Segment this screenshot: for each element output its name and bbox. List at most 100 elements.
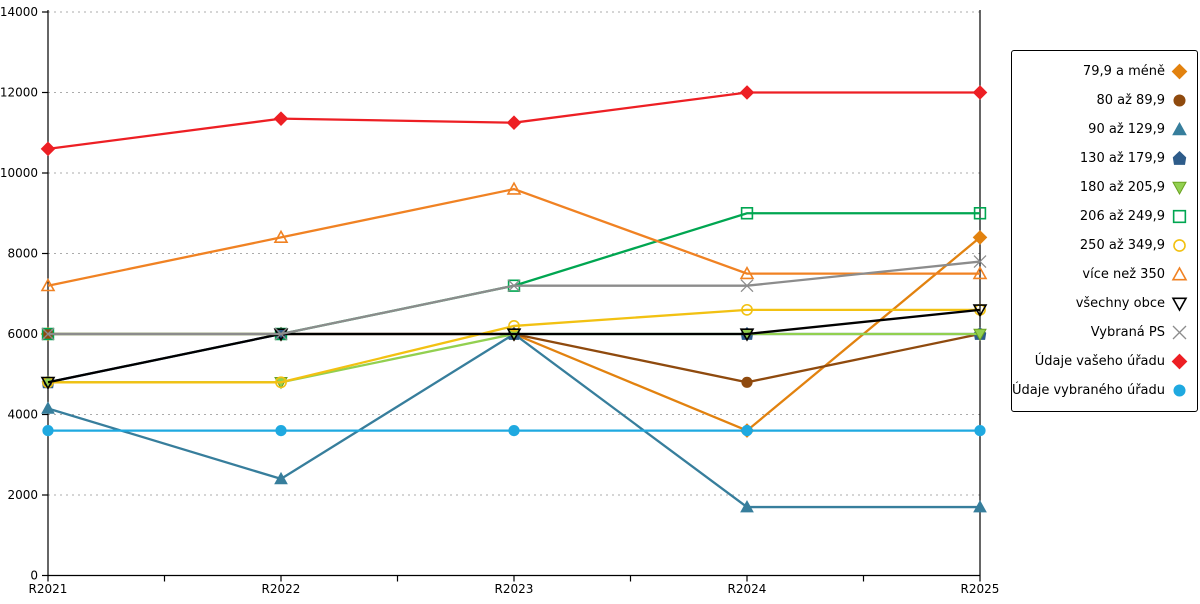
- triangle-down-marker-icon: [1171, 297, 1188, 312]
- series-9: [41, 255, 987, 341]
- triangle-up-marker-icon: [273, 229, 289, 243]
- legend-item: všechny obce: [1021, 295, 1188, 312]
- y-axis-tick-label: 12000: [0, 86, 38, 100]
- y-axis-tick-label: 8000: [7, 247, 38, 261]
- series-line: [48, 308, 980, 384]
- legend-item-label: 180 až 205,9: [1079, 180, 1165, 195]
- circle-marker-icon: [1173, 94, 1186, 107]
- series-4: [41, 328, 987, 390]
- square-marker-icon: [1172, 209, 1187, 224]
- legend-item-label: 130 až 179,9: [1079, 151, 1165, 166]
- series-6: [42, 303, 986, 389]
- legend-marker: [1172, 325, 1187, 340]
- legend-item: 130 až 179,9: [1021, 150, 1188, 167]
- circle-marker-icon: [741, 303, 753, 316]
- series-11: [42, 425, 986, 437]
- legend-marker: [1173, 384, 1186, 397]
- series-line: [48, 260, 981, 336]
- circle-marker-icon: [1173, 239, 1186, 252]
- legend-item: Údaje vašeho úřadu: [1021, 353, 1188, 370]
- series-10: [40, 85, 988, 157]
- diamond-marker-icon: [506, 115, 522, 130]
- triangle-down-marker-icon: [739, 328, 755, 342]
- series-7: [40, 181, 988, 292]
- x-axis-tick-label: R2024: [728, 582, 767, 596]
- y-axis-tick-label: 10000: [0, 166, 38, 180]
- circle-marker-icon: [275, 425, 287, 437]
- legend-item-label: Údaje vybraného úřadu: [1011, 383, 1165, 398]
- y-axis-tick-label: 0: [30, 569, 38, 583]
- diamond-marker-icon: [739, 85, 755, 100]
- triangle-down-marker-icon: [506, 328, 522, 342]
- legend-item: více než 350: [1021, 266, 1188, 283]
- legend-marker: [1172, 181, 1187, 196]
- legend-item-label: 90 až 129,9: [1088, 122, 1165, 137]
- legend-marker: [1173, 94, 1186, 107]
- circle-marker-icon: [741, 425, 753, 437]
- x-axis-tick-label: R2022: [262, 582, 301, 596]
- x-marker-icon: [740, 279, 754, 293]
- triangle-up-marker-icon: [972, 265, 988, 280]
- legend-item-label: všechny obce: [1075, 296, 1165, 311]
- series-8: [40, 304, 988, 390]
- triangle-down-marker-icon: [1172, 181, 1187, 196]
- legend-box: 79,9 a méně 80 až 89,9 90 až 129,9 130 až 1…: [1011, 50, 1198, 412]
- triangle-up-marker-icon: [739, 265, 755, 280]
- legend-item-label: 206 až 249,9: [1079, 209, 1165, 224]
- legend-marker: [1172, 121, 1187, 136]
- legend-item: 79,9 a méně: [1021, 63, 1188, 80]
- legend-item: 80 až 89,9: [1021, 92, 1188, 109]
- y-axis-tick-label: 2000: [7, 488, 38, 502]
- diamond-marker-icon: [273, 111, 289, 126]
- x-axis-tick-label: R2023: [495, 582, 534, 596]
- legend-item: Údaje vybraného úřadu: [1012, 382, 1188, 399]
- x-marker-icon: [973, 255, 987, 269]
- legend-item-label: Vybraná PS: [1090, 325, 1165, 340]
- circle-marker-icon: [741, 376, 753, 388]
- y-axis-tick-label: 6000: [7, 327, 38, 341]
- legend-item: 90 až 129,9: [1021, 121, 1188, 138]
- triangle-up-marker-icon: [274, 471, 288, 485]
- x-marker-icon: [507, 279, 521, 293]
- circle-marker-icon: [1173, 384, 1186, 397]
- circle-marker-icon: [974, 425, 986, 437]
- series-2: [41, 326, 987, 513]
- circle-marker-icon: [42, 425, 54, 437]
- triangle-down-marker-icon: [972, 304, 988, 318]
- diamond-marker-icon: [1171, 353, 1188, 370]
- diamond-marker-icon: [972, 230, 988, 245]
- circle-marker-icon: [275, 376, 287, 389]
- legend-marker: [1172, 209, 1187, 224]
- triangle-down-marker-icon: [973, 328, 987, 342]
- square-marker-icon: [973, 207, 987, 220]
- diamond-marker-icon: [1171, 63, 1188, 80]
- triangle-up-marker-icon: [506, 181, 522, 195]
- x-marker-icon: [41, 327, 55, 341]
- y-axis-tick-label: 4000: [7, 408, 38, 422]
- legend-marker: [1171, 353, 1188, 370]
- legend-item: Vybraná PS: [1021, 324, 1188, 341]
- series-line: [47, 187, 980, 287]
- x-marker-icon: [274, 327, 288, 341]
- legend-item-label: Údaje vašeho úřadu: [1034, 354, 1165, 369]
- series-line: [47, 332, 980, 509]
- legend-item: 180 až 205,9: [1021, 179, 1188, 196]
- diamond-marker-icon: [40, 141, 56, 157]
- circle-marker-icon: [508, 320, 520, 332]
- legend-marker: [1171, 266, 1188, 281]
- triangle-up-marker-icon: [1172, 121, 1187, 136]
- legend-item: 206 až 249,9: [1021, 208, 1188, 225]
- square-marker-icon: [740, 207, 754, 220]
- legend-marker: [1172, 150, 1187, 165]
- x-axis-tick-label: R2021: [29, 582, 68, 596]
- legend-marker: [1171, 63, 1188, 80]
- legend-item-label: 80 až 89,9: [1096, 93, 1165, 108]
- legend-item: 250 až 349,9: [1021, 237, 1188, 254]
- triangle-up-marker-icon: [40, 278, 56, 292]
- triangle-up-marker-icon: [41, 401, 55, 414]
- triangle-up-marker-icon: [973, 500, 987, 513]
- legend-marker: [1171, 297, 1188, 312]
- x-marker-icon: [1172, 325, 1187, 340]
- triangle-up-marker-icon: [740, 500, 754, 513]
